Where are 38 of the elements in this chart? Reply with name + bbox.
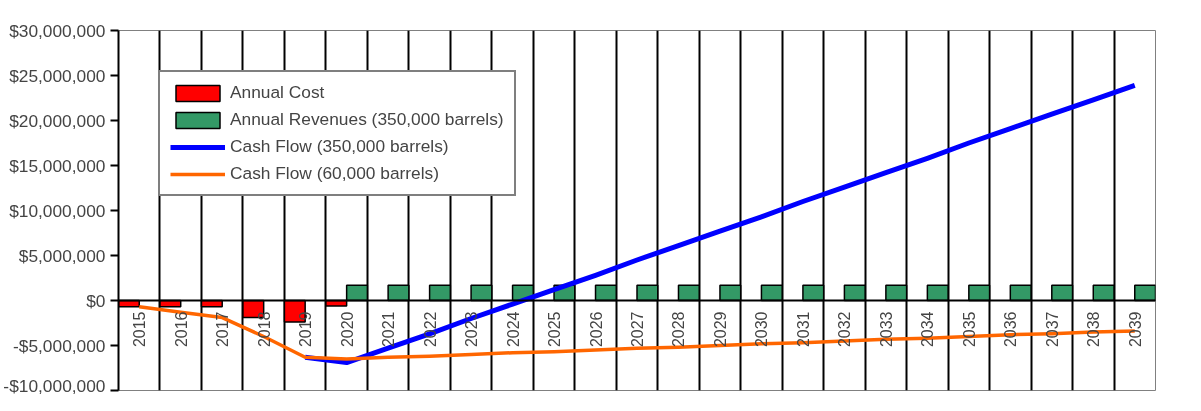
- y-tick-label: $20,000,000: [9, 110, 106, 131]
- x-tick-label: 2016: [172, 311, 190, 348]
- x-tick-label: 2034: [919, 311, 937, 348]
- legend-label: Annual Revenues (350,000 barrels): [230, 109, 504, 130]
- x-tick-label: 2026: [587, 311, 605, 348]
- x-tick-label: 2015: [131, 311, 149, 348]
- y-tick-label: $30,000,000: [9, 20, 106, 41]
- x-tick-label: 2028: [670, 311, 688, 348]
- x-tick-label: 2021: [380, 311, 398, 348]
- x-tick-label: 2039: [1126, 311, 1144, 348]
- x-tick-label: 2032: [836, 311, 854, 348]
- x-tick-label: 2017: [214, 311, 232, 348]
- x-tick-label: 2024: [504, 311, 522, 348]
- x-tick-label: 2025: [546, 311, 564, 348]
- x-tick-label: 2035: [960, 311, 978, 348]
- legend-label: Annual Cost: [230, 82, 325, 103]
- x-tick-label: 2031: [794, 311, 812, 348]
- legend-label: Cash Flow (60,000 barrels): [230, 163, 439, 184]
- y-tick-label: -$5,000,000: [13, 335, 106, 356]
- x-tick-label: 2037: [1043, 311, 1061, 348]
- x-tick-label: 2022: [421, 311, 439, 348]
- x-tick-label: 2018: [255, 311, 273, 348]
- x-tick-label: 2029: [711, 311, 729, 348]
- y-tick-label: -$10,000,000: [3, 375, 106, 396]
- y-tick-label: $5,000,000: [18, 245, 106, 266]
- y-tick-label: $15,000,000: [9, 155, 106, 176]
- y-tick-label: $25,000,000: [9, 65, 106, 86]
- x-tick-label: 2023: [463, 311, 481, 348]
- x-tick-label: 2033: [877, 311, 895, 348]
- x-tick-label: 2036: [1002, 311, 1020, 348]
- x-tick-label: 2030: [753, 311, 771, 348]
- x-tick-label: 2038: [1085, 311, 1103, 348]
- legend-label: Cash Flow (350,000 barrels): [230, 136, 449, 157]
- y-tick-label: $0: [86, 290, 106, 311]
- y-tick-label: $10,000,000: [9, 200, 106, 221]
- x-tick-label: 2027: [629, 311, 646, 348]
- x-tick-label: 2020: [338, 311, 356, 348]
- x-tick-label: 2019: [297, 311, 315, 348]
